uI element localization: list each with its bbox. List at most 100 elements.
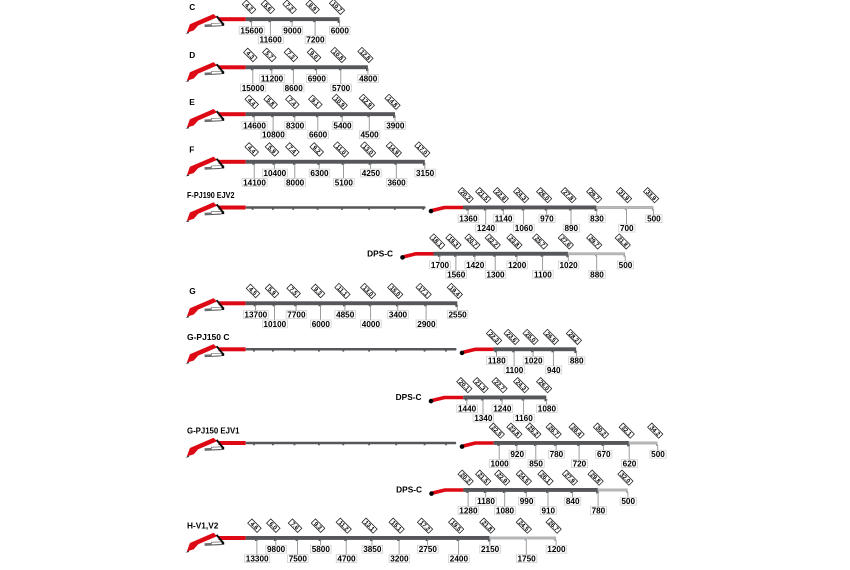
svg-text:DPS-C: DPS-C	[396, 392, 422, 402]
svg-text:14100: 14100	[243, 178, 266, 187]
svg-text:4.2: 4.2	[243, 3, 254, 14]
svg-text:1750: 1750	[517, 555, 536, 564]
svg-text:3600: 3600	[387, 178, 406, 187]
svg-text:9800: 9800	[267, 545, 286, 554]
svg-text:14600: 14600	[243, 121, 266, 130]
svg-text:1420: 1420	[466, 261, 485, 270]
svg-text:1180: 1180	[477, 497, 495, 506]
svg-text:1700: 1700	[431, 261, 450, 270]
svg-text:6600: 6600	[309, 131, 328, 140]
svg-text:4800: 4800	[359, 74, 378, 83]
svg-text:5800: 5800	[312, 545, 331, 554]
svg-text:7.6: 7.6	[289, 521, 300, 532]
svg-text:970: 970	[540, 215, 554, 224]
svg-text:10400: 10400	[263, 169, 286, 178]
svg-text:4.5: 4.5	[247, 287, 258, 298]
svg-text:4.3: 4.3	[244, 51, 255, 62]
svg-text:1160: 1160	[515, 414, 533, 423]
svg-text:1200: 1200	[508, 261, 527, 270]
svg-text:1440: 1440	[458, 405, 477, 414]
svg-text:E: E	[189, 97, 195, 107]
svg-text:8000: 8000	[286, 178, 305, 187]
svg-text:1000: 1000	[490, 460, 509, 469]
svg-text:4.6: 4.6	[249, 521, 260, 532]
svg-text:1080: 1080	[496, 507, 515, 516]
svg-text:3850: 3850	[363, 545, 382, 554]
svg-text:5.8: 5.8	[265, 98, 276, 109]
svg-text:D: D	[189, 50, 195, 60]
svg-text:9.0: 9.0	[308, 51, 319, 62]
svg-text:7.2: 7.2	[284, 3, 295, 14]
svg-text:3400: 3400	[389, 310, 408, 319]
svg-text:1560: 1560	[447, 270, 466, 279]
svg-text:1280: 1280	[459, 507, 478, 516]
svg-text:840: 840	[566, 497, 580, 506]
svg-text:10100: 10100	[263, 320, 286, 329]
svg-text:F-PJ190 EJV2: F-PJ190 EJV2	[187, 190, 235, 200]
svg-text:7.5: 7.5	[288, 287, 299, 298]
svg-text:2550: 2550	[448, 310, 467, 319]
svg-text:920: 920	[510, 450, 524, 459]
svg-text:620: 620	[623, 460, 637, 469]
svg-text:990: 990	[520, 497, 534, 506]
svg-text:890: 890	[564, 224, 578, 233]
svg-text:3900: 3900	[386, 121, 405, 130]
svg-text:880: 880	[590, 270, 604, 279]
svg-text:5700: 5700	[332, 84, 351, 93]
svg-text:7.3: 7.3	[285, 51, 296, 62]
svg-text:1060: 1060	[515, 224, 534, 233]
svg-text:7500: 7500	[289, 555, 308, 564]
svg-text:15600: 15600	[240, 26, 263, 35]
svg-text:1140: 1140	[495, 215, 513, 224]
svg-text:500: 500	[651, 450, 665, 459]
svg-text:2400: 2400	[450, 555, 469, 564]
svg-text:720: 720	[573, 460, 587, 469]
svg-text:7200: 7200	[306, 36, 325, 45]
svg-text:6300: 6300	[310, 169, 329, 178]
svg-text:13700: 13700	[244, 310, 267, 319]
svg-text:1300: 1300	[486, 270, 505, 279]
svg-text:DPS-C: DPS-C	[396, 485, 422, 495]
svg-text:15000: 15000	[242, 84, 265, 93]
svg-text:1240: 1240	[477, 224, 496, 233]
svg-text:2750: 2750	[419, 545, 438, 554]
svg-text:H-V1,V2: H-V1,V2	[187, 521, 219, 531]
svg-text:9.1: 9.1	[309, 98, 320, 109]
svg-text:1340: 1340	[474, 414, 493, 423]
svg-text:1200: 1200	[547, 545, 566, 554]
svg-text:4850: 4850	[336, 310, 355, 319]
svg-text:500: 500	[619, 261, 633, 270]
svg-text:F: F	[189, 144, 194, 154]
svg-text:2150: 2150	[481, 545, 500, 554]
svg-text:6000: 6000	[331, 26, 350, 35]
svg-text:6.0: 6.0	[267, 521, 278, 532]
svg-text:1020: 1020	[559, 261, 578, 270]
svg-text:780: 780	[550, 450, 564, 459]
svg-text:G-PJ150 C: G-PJ150 C	[187, 332, 230, 342]
svg-text:5.9: 5.9	[266, 145, 277, 156]
svg-text:500: 500	[647, 215, 661, 224]
svg-text:9.2: 9.2	[311, 145, 322, 156]
svg-text:700: 700	[620, 224, 634, 233]
svg-text:2900: 2900	[417, 320, 436, 329]
svg-text:780: 780	[592, 507, 606, 516]
svg-text:9000: 9000	[283, 26, 302, 35]
svg-text:5.9: 5.9	[266, 287, 277, 298]
svg-text:850: 850	[529, 460, 543, 469]
svg-text:8600: 8600	[285, 84, 304, 93]
svg-text:7.4: 7.4	[286, 98, 297, 109]
svg-text:10800: 10800	[262, 131, 285, 140]
svg-text:9.3: 9.3	[312, 287, 323, 298]
svg-text:1180: 1180	[488, 356, 506, 365]
svg-text:670: 670	[597, 450, 611, 459]
svg-text:4000: 4000	[362, 320, 381, 329]
svg-text:500: 500	[621, 497, 635, 506]
svg-text:13300: 13300	[246, 555, 269, 564]
svg-text:4500: 4500	[360, 131, 379, 140]
svg-text:5100: 5100	[335, 178, 354, 187]
svg-text:4250: 4250	[362, 169, 381, 178]
svg-text:6900: 6900	[308, 74, 327, 83]
svg-text:830: 830	[590, 215, 604, 224]
svg-text:7700: 7700	[287, 310, 306, 319]
svg-text:11600: 11600	[260, 36, 283, 45]
